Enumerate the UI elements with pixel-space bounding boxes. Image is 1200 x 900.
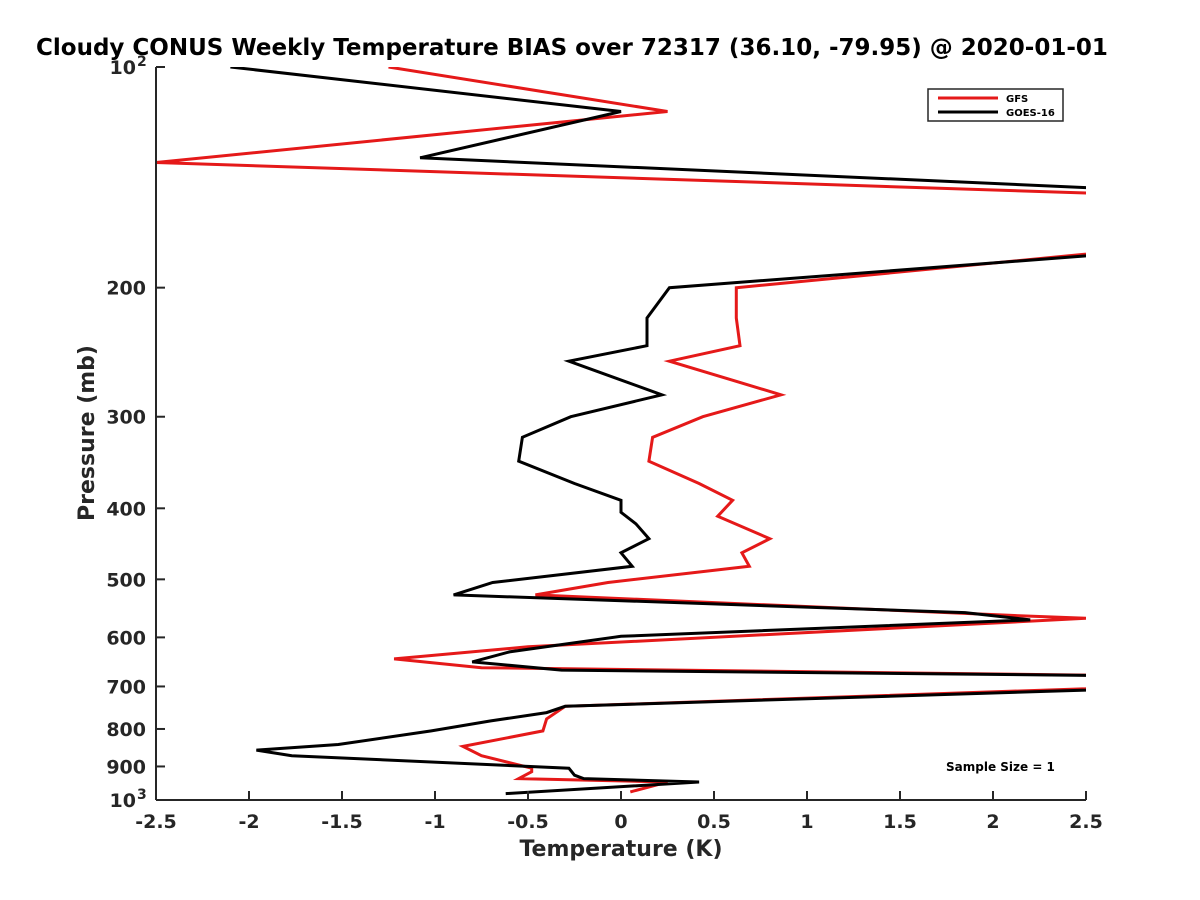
series-line-gfs [156,67,1086,794]
y-tick-label: 600 [106,627,146,649]
y-tick-label: 10 [110,790,136,812]
x-axis-label: Temperature (K) [519,837,722,862]
x-tick-label: 0.5 [697,811,731,833]
x-tick-label: 1 [800,811,813,833]
chart-title: Cloudy CONUS Weekly Temperature BIAS ove… [36,35,1108,61]
x-tick-label: -0.5 [507,811,549,833]
legend: GFS GOES-16 [927,88,1064,122]
y-tick-label: 500 [106,569,146,591]
y-tick-label: 10 [110,57,136,79]
y-tick-exponent: 3 [137,787,147,803]
y-tick-label: 200 [106,278,146,300]
x-tick-label: 1.5 [883,811,917,833]
y-tick-exponent: 2 [137,54,147,70]
x-tick-label: 0 [614,811,627,833]
x-tick-label: -2 [238,811,259,833]
y-tick-label: 400 [106,498,146,520]
x-tick-label: -2.5 [135,811,177,833]
x-tick-label: 2.5 [1069,811,1103,833]
sample-size-annotation: Sample Size = 1 [946,760,1055,774]
x-tick-label: -1 [424,811,445,833]
y-axis-label: Pressure (mb) [75,345,100,521]
legend-entry: GOES-16 [1006,108,1055,119]
y-tick-label: 700 [106,676,146,698]
y-tick-label: 300 [106,407,146,429]
x-tick-label: 2 [986,811,999,833]
legend-entry: GFS [1006,94,1028,105]
legend-box [927,88,1064,122]
series-layer [156,67,1086,796]
y-tick-label: 800 [106,719,146,741]
y-tick-label: 900 [106,756,146,778]
x-tick-label: -1.5 [321,811,363,833]
series-line-goes-16 [230,67,1086,796]
axes-layer: -2.5 -2 -1.5 -1 -0.5 0 0.5 1 1.5 2 2.510 2200300400… [106,54,1103,833]
